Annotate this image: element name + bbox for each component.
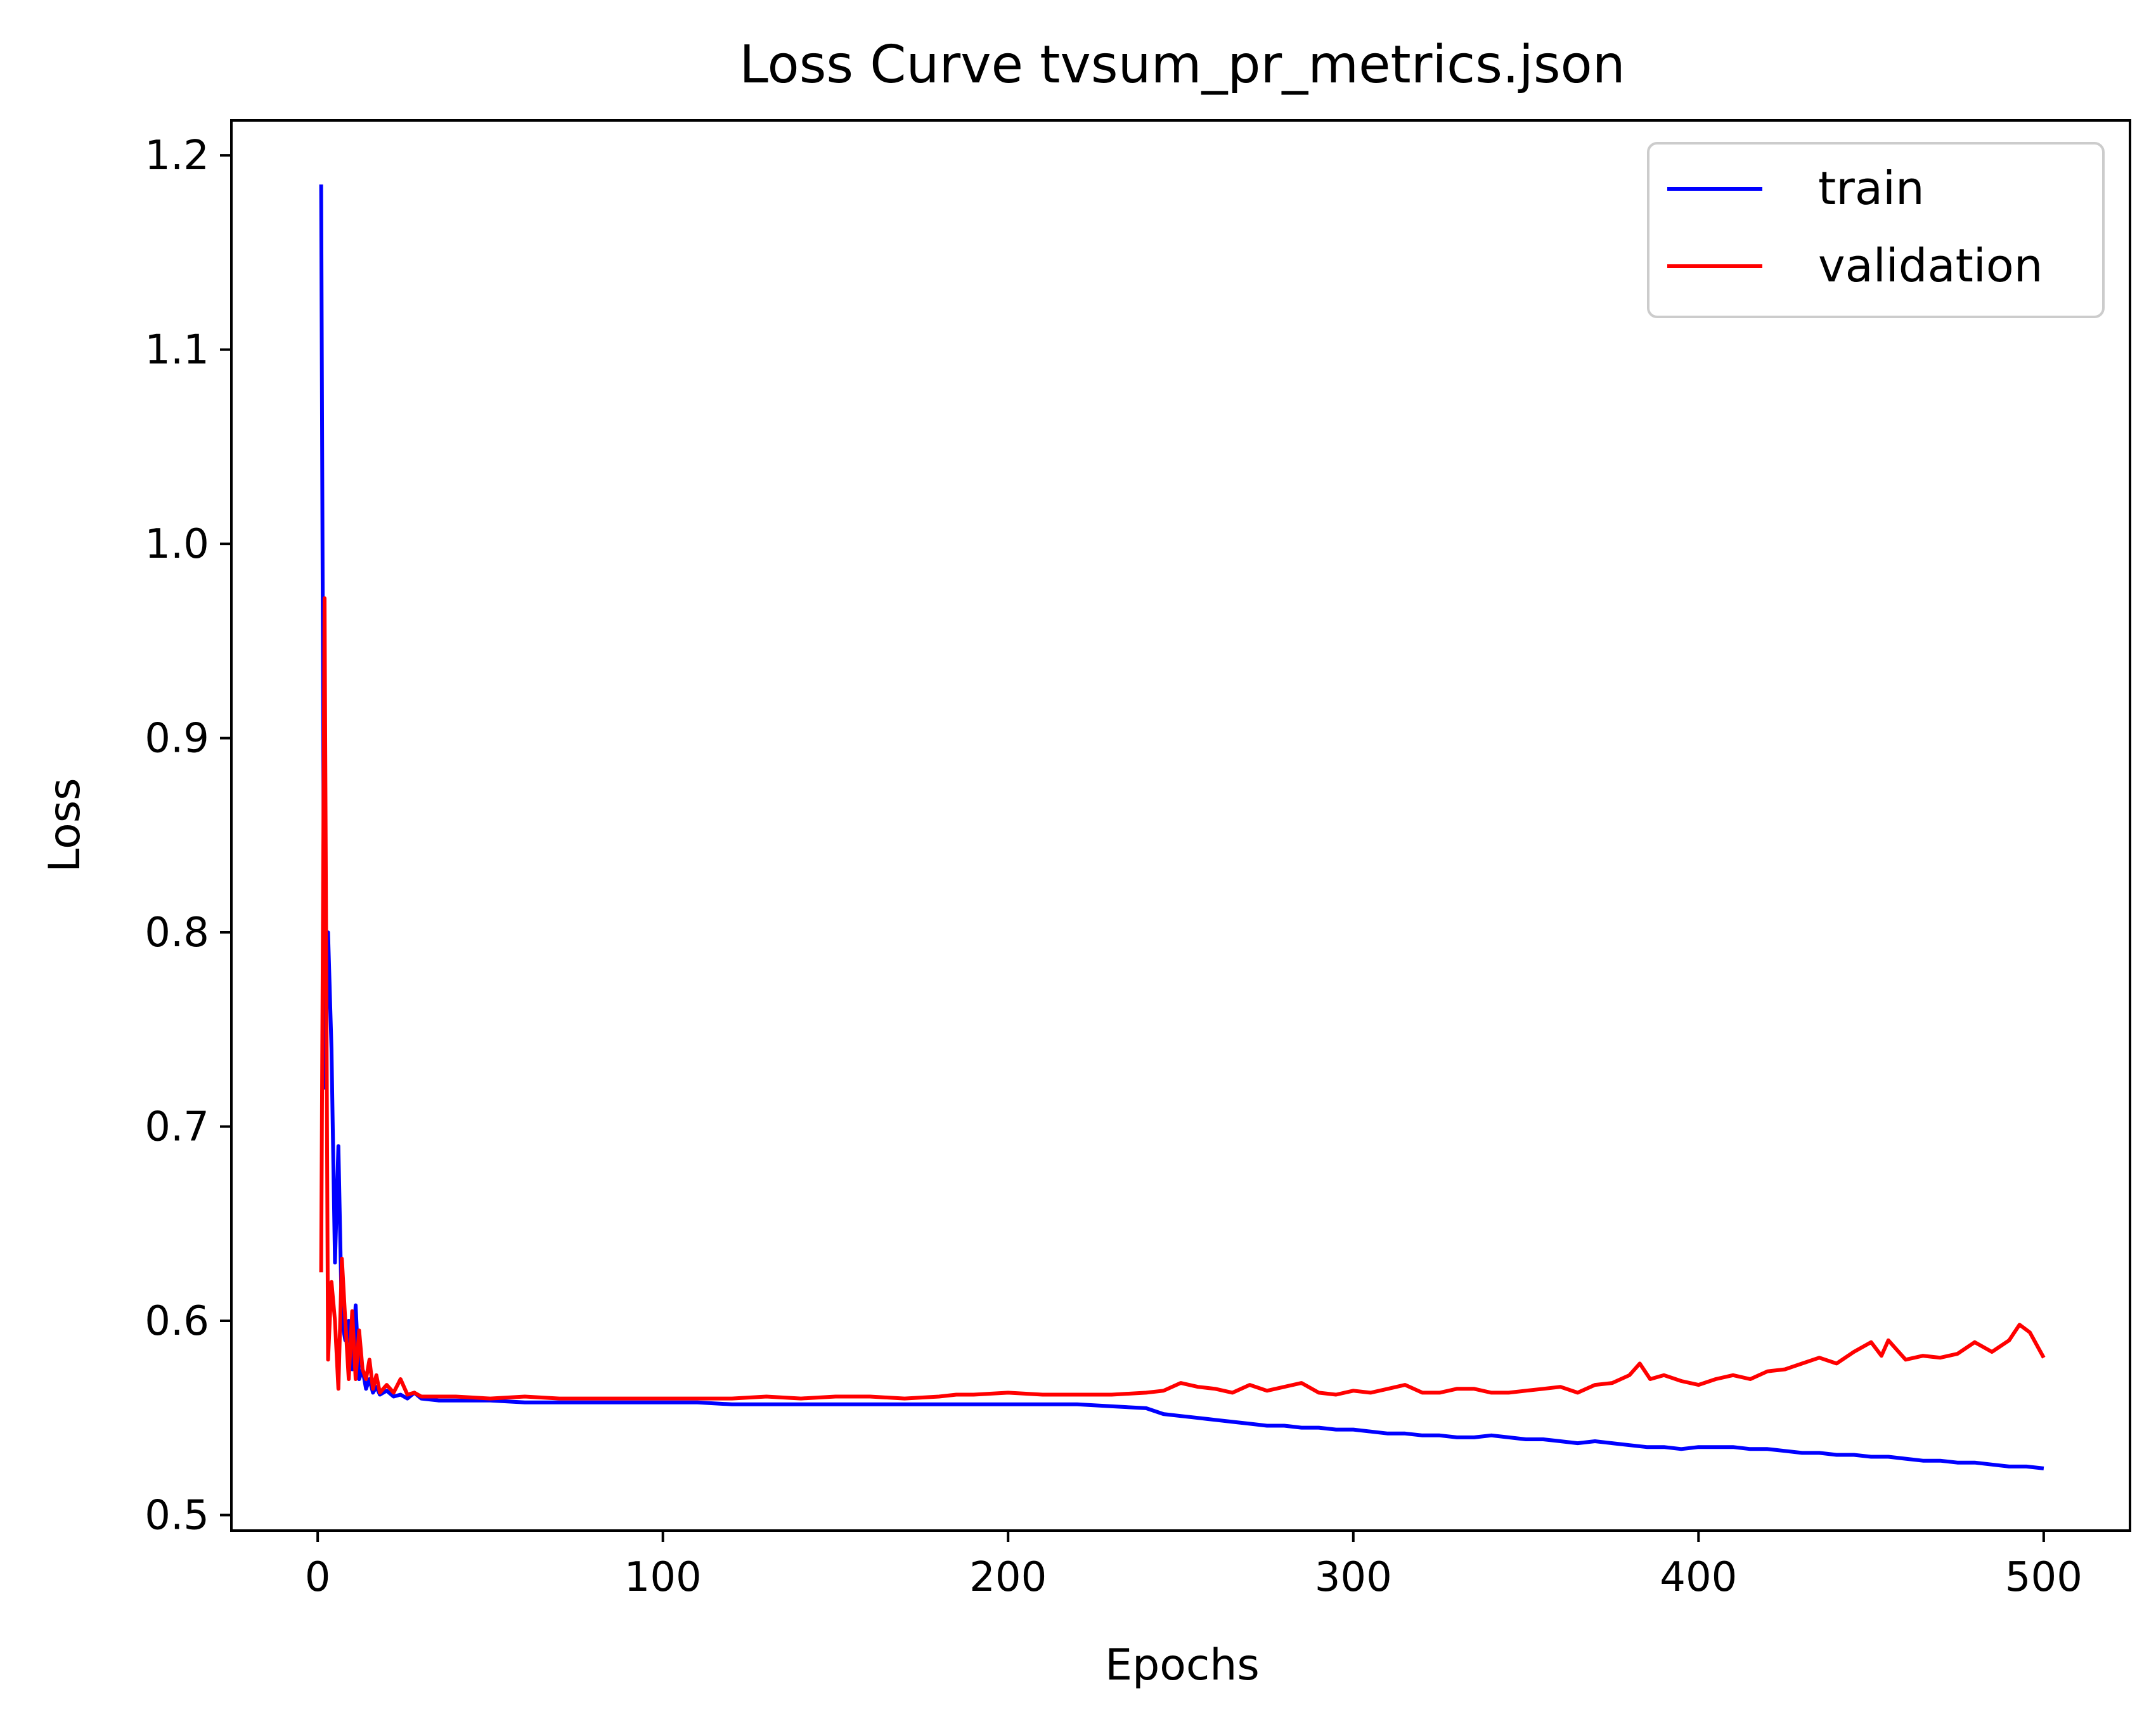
chart-title: Loss Curve tvsum_pr_metrics.json (739, 35, 1625, 95)
x-tick-label: 100 (624, 1554, 702, 1601)
x-axis-label: Epochs (1105, 1640, 1260, 1690)
legend: train validation (1647, 142, 2105, 318)
y-tick-label: 0.7 (145, 1104, 209, 1151)
y-tick-label: 0.9 (145, 716, 209, 762)
x-tick-label: 400 (1660, 1554, 1737, 1601)
y-tick-label: 1.2 (145, 132, 209, 179)
x-tick-label: 500 (2005, 1554, 2082, 1601)
legend-box (1647, 142, 2105, 318)
y-axis-label: Loss (40, 778, 90, 872)
plot-area-frame (230, 119, 2131, 1532)
y-tick-label: 1.0 (145, 521, 209, 568)
series-layer (319, 184, 2046, 1470)
y-tick-label: 0.8 (145, 909, 209, 956)
x-tick-label: 300 (1315, 1554, 1392, 1601)
y-axis-ticks: 0.5 0.6 0.7 0.8 0.9 1.0 1.1 1.2 (145, 132, 231, 1539)
y-tick-label: 0.6 (145, 1298, 209, 1345)
legend-label-validation: validation (1818, 239, 2043, 292)
x-tick-label: 200 (969, 1554, 1047, 1601)
series-line-validation (319, 596, 2046, 1401)
y-tick-label: 0.5 (145, 1492, 209, 1539)
legend-label-train: train (1818, 162, 1925, 215)
x-axis-ticks: 0 100 200 300 400 500 (305, 1531, 2082, 1601)
y-tick-label: 1.1 (145, 327, 209, 374)
series-line-train (319, 184, 2044, 1470)
x-tick-label: 0 (305, 1554, 331, 1601)
